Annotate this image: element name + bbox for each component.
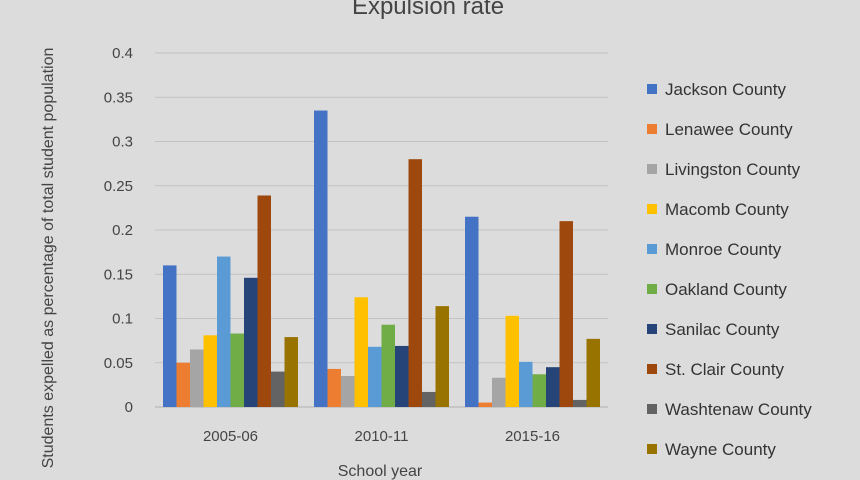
legend-item: Wayne County [647,440,776,459]
bar-washtenaw-county-2010-11 [422,391,436,407]
legend-label: Wayne County [665,440,776,459]
bar-jackson-county-2005-06 [163,265,177,407]
bar-wayne-county-2015-16 [586,338,600,407]
legend-item: Jackson County [647,80,786,99]
y-tick-label: 0.05 [104,355,133,372]
bar-st-clair-county-2005-06 [257,195,271,407]
legend-label: Jackson County [665,80,786,99]
legend-label: Washtenaw County [665,400,812,419]
legend-item: Livingston County [647,160,801,179]
bar-oakland-county-2005-06 [230,333,244,407]
bar-jackson-county-2010-11 [314,110,328,408]
x-axis-title: School year [338,463,423,480]
y-tick-label: 0.35 [104,89,133,106]
bar-livingston-county-2015-16 [492,377,506,407]
legend-label: St. Clair County [665,360,785,379]
y-tick-label: 0.15 [104,266,133,283]
x-axis-ticks: 2005-06 2010-11 2015-16 [203,428,560,445]
x-tick-label: 2010-11 [355,428,409,445]
bar-oakland-county-2015-16 [532,374,546,407]
y-tick-label: 0.25 [104,178,133,195]
legend-item: Washtenaw County [647,400,812,419]
legend-label: Livingston County [665,160,801,179]
bar-monroe-county-2015-16 [519,361,533,407]
bar-monroe-county-2010-11 [368,346,382,407]
bar-oakland-county-2010-11 [381,324,395,407]
bar-lenawee-county-2015-16 [478,402,492,407]
y-tick-label: 0.1 [112,311,133,328]
legend-swatch [647,84,657,94]
legend-item: Oakland County [647,280,787,299]
bar-washtenaw-county-2015-16 [573,399,587,407]
legend-swatch [647,444,657,454]
bar-macomb-county-2010-11 [354,297,368,407]
legend-swatch [647,324,657,334]
y-tick-label: 0.4 [112,45,133,62]
bar-sanilac-county-2005-06 [244,277,258,407]
legend: Jackson County Lenawee County Livingston C… [647,80,812,459]
legend-item: Lenawee County [647,120,793,139]
y-tick-label: 0 [125,399,133,416]
bar-lenawee-county-2010-11 [327,368,341,407]
bar-st-clair-county-2010-11 [408,159,422,407]
legend-item: Monroe County [647,240,782,259]
y-axis-ticks: 0 0.05 0.1 0.15 0.2 0.25 0.3 0.35 0.4 [104,45,133,416]
legend-label: Oakland County [665,280,787,299]
bar-wayne-county-2005-06 [284,337,298,407]
y-axis-title: Students expelled as percentage of total… [40,48,57,469]
legend-swatch [647,364,657,374]
y-tick-label: 0.2 [112,222,133,239]
legend-item: St. Clair County [647,360,785,379]
y-tick-label: 0.3 [112,134,133,151]
bar-monroe-county-2005-06 [217,256,231,407]
bar-macomb-county-2005-06 [203,335,217,407]
x-tick-label: 2005-06 [203,428,258,445]
x-tick-label: 2015-16 [505,428,560,445]
bar-st-clair-county-2015-16 [559,221,573,407]
bar-wayne-county-2010-11 [435,306,449,407]
chart-title: Expulsion rate [352,0,504,20]
bar-lenawee-county-2005-06 [176,362,190,407]
legend-item: Macomb County [647,200,789,219]
legend-label: Monroe County [665,240,782,259]
bar-sanilac-county-2015-16 [546,367,560,407]
bar-livingston-county-2005-06 [190,349,204,407]
legend-label: Sanilac County [665,320,780,339]
legend-item: Sanilac County [647,320,780,339]
legend-label: Lenawee County [665,120,793,139]
bars [163,110,600,408]
legend-swatch [647,164,657,174]
legend-swatch [647,244,657,254]
legend-label: Macomb County [665,200,789,219]
legend-swatch [647,204,657,214]
legend-swatch [647,124,657,134]
legend-swatch [647,284,657,294]
legend-swatch [647,404,657,414]
bar-washtenaw-county-2005-06 [271,371,285,407]
bar-jackson-county-2015-16 [465,216,479,407]
bar-macomb-county-2015-16 [505,315,519,407]
bar-sanilac-county-2010-11 [395,345,409,407]
bar-livingston-county-2010-11 [341,376,355,407]
